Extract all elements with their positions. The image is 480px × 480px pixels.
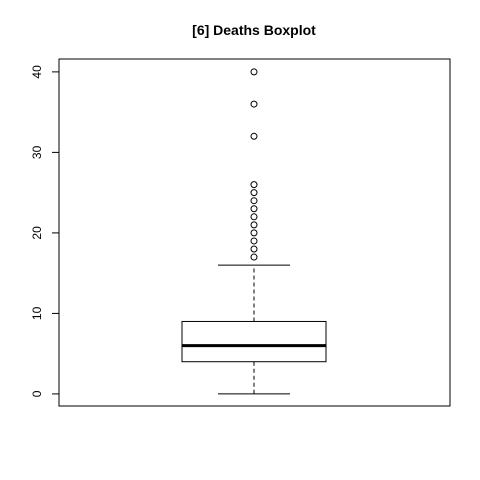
chart-title: [6] Deaths Boxplot: [192, 22, 316, 38]
outlier-point: [250, 229, 258, 237]
outlier-point: [250, 253, 258, 261]
y-tick-label: 30: [30, 145, 44, 159]
y-tick-label: 10: [30, 306, 44, 320]
outlier-points: [250, 68, 258, 261]
outlier-point: [250, 213, 258, 221]
outlier-point: [250, 237, 258, 245]
outlier-point: [250, 132, 258, 140]
y-tick-label: 0: [30, 390, 44, 397]
outlier-point: [250, 205, 258, 213]
outlier-point: [250, 245, 258, 253]
box-group: [181, 264, 327, 395]
outlier-point: [250, 197, 258, 205]
outlier-point: [250, 221, 258, 229]
y-axis: 0 10 20 30 40: [30, 65, 60, 397]
outlier-point: [250, 181, 258, 189]
iqr-box: [181, 320, 327, 363]
y-tick-label: 20: [30, 226, 44, 240]
y-tick-label: 40: [30, 65, 44, 79]
outlier-point: [250, 189, 258, 197]
outlier-point: [250, 68, 258, 76]
outlier-point: [250, 100, 258, 108]
